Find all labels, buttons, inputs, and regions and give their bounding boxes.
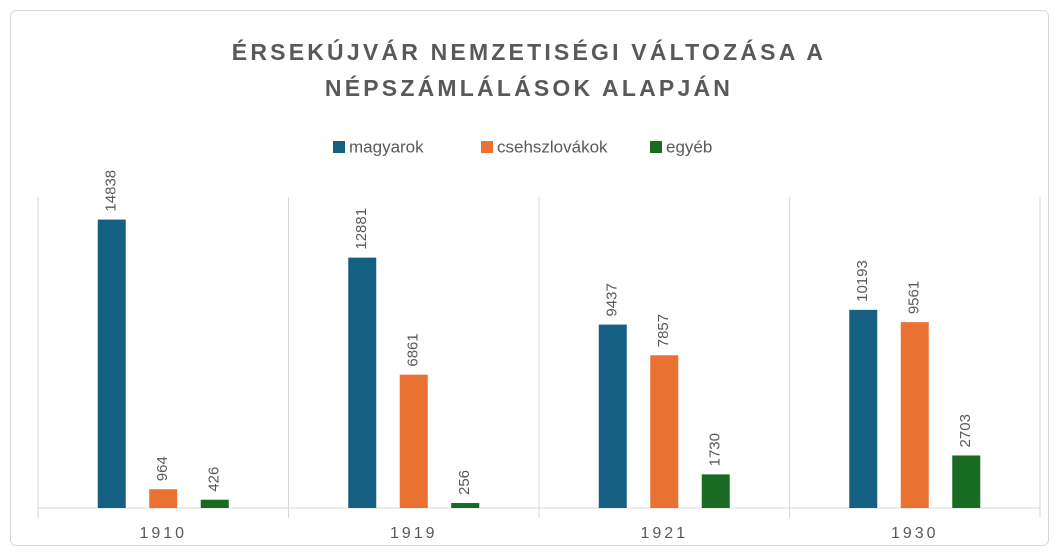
- bar: [701, 474, 730, 508]
- bar: [200, 499, 229, 508]
- x-tick-label: 1930: [891, 525, 939, 542]
- legend-label: csehszlovákok: [497, 137, 608, 156]
- data-label: 12881: [353, 208, 370, 250]
- bar: [900, 322, 929, 508]
- x-tick-label: 1919: [390, 525, 438, 542]
- data-label: 1730: [707, 433, 724, 466]
- bar: [149, 489, 178, 508]
- bar: [97, 219, 126, 509]
- bar: [451, 503, 480, 508]
- data-label: 256: [456, 470, 473, 495]
- bar: [650, 355, 679, 508]
- x-tick-label: 1910: [139, 525, 187, 542]
- x-tick-label: 1921: [640, 525, 688, 542]
- data-label: 964: [154, 456, 171, 481]
- legend-label: magyarok: [349, 137, 424, 156]
- legend-label: egyéb: [666, 137, 712, 156]
- chart-title: ÉRSEKÚJVÁR NEMZETISÉGI VÁLTOZÁSA A NÉPSZ…: [231, 39, 827, 101]
- data-label: 9561: [906, 281, 923, 314]
- bar: [598, 324, 627, 508]
- data-label: 7857: [655, 314, 672, 347]
- data-label: 6861: [405, 333, 422, 366]
- legend-swatch: [481, 141, 493, 153]
- legend-swatch: [333, 141, 345, 153]
- data-label: 2703: [957, 414, 974, 447]
- data-label: 10193: [854, 260, 871, 302]
- legend-swatch: [650, 141, 662, 153]
- bar: [849, 309, 878, 508]
- data-label: 9437: [604, 283, 621, 316]
- data-label: 426: [206, 467, 223, 492]
- bar: [348, 257, 377, 508]
- bar: [399, 374, 428, 508]
- bar: [952, 455, 981, 508]
- data-label: 14838: [103, 170, 120, 212]
